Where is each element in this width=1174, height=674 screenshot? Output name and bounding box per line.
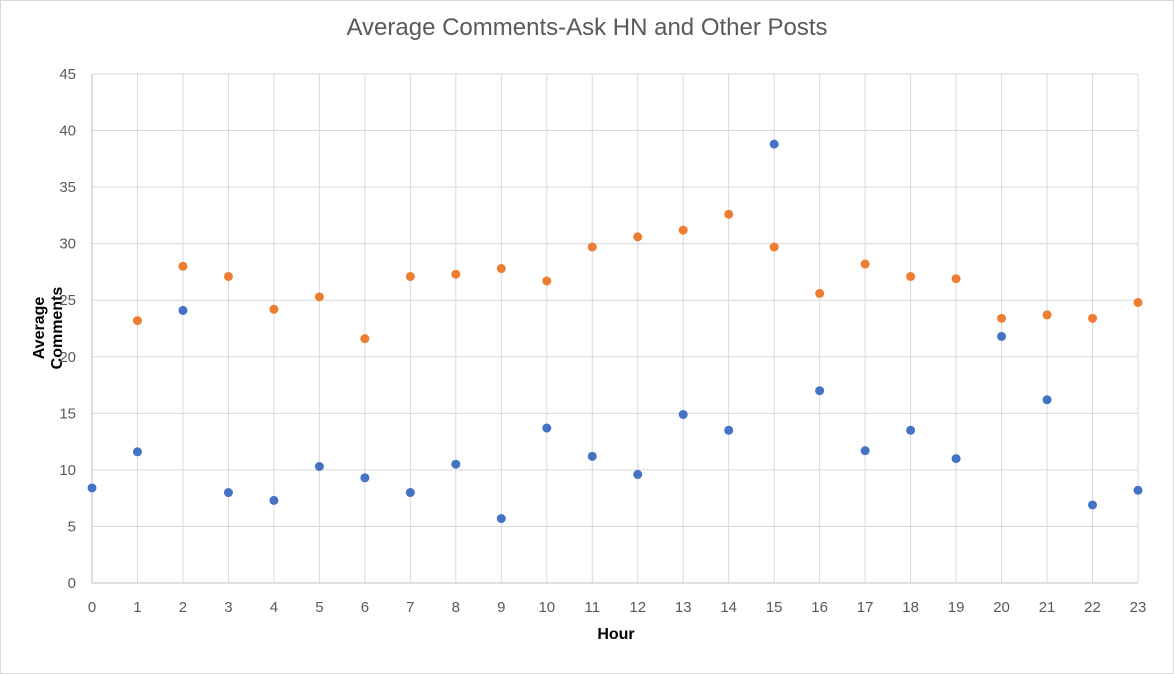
series-1-point: [542, 423, 552, 433]
series-1-point: [587, 451, 597, 461]
series-2-point: [1088, 313, 1098, 323]
series-1-point: [678, 409, 688, 419]
series-2-point: [587, 242, 597, 252]
series-2-point: [633, 232, 643, 242]
series-2-point: [405, 271, 415, 281]
x-tick-label: 2: [179, 599, 187, 616]
y-tick-label: 25: [59, 292, 76, 309]
series-2-point: [769, 242, 779, 252]
x-tick-label: 14: [720, 599, 737, 616]
series-2-point: [1042, 310, 1052, 320]
y-tick-label: 15: [59, 405, 76, 422]
series-2-point: [451, 269, 461, 279]
series-1-point: [951, 454, 961, 464]
x-tick-label: 13: [675, 599, 692, 616]
chart-title: Average Comments-Ask HN and Other Posts: [346, 14, 828, 41]
x-tick-label: 20: [993, 599, 1010, 616]
x-tick-label: 6: [361, 599, 369, 616]
y-tick-label: 10: [59, 462, 76, 479]
series-2-point: [542, 276, 552, 286]
series-2-point: [678, 225, 688, 235]
y-tick-label: 40: [59, 123, 76, 140]
series-2-point: [314, 292, 324, 302]
series-2-point: [132, 316, 142, 326]
x-tick-label: 4: [270, 599, 278, 616]
series-1-point: [906, 425, 916, 435]
series-1-point: [87, 483, 97, 493]
x-tick-label: 1: [133, 599, 141, 616]
y-tick-label: 30: [59, 236, 76, 253]
series-1-point: [132, 447, 142, 457]
x-tick-label: 10: [538, 599, 555, 616]
series-2-point: [906, 271, 916, 281]
x-tick-label: 12: [629, 599, 646, 616]
series-1-point: [314, 461, 324, 471]
series-2-point: [360, 334, 370, 344]
x-tick-label: 11: [584, 599, 600, 616]
series-1-point: [269, 495, 279, 505]
y-tick-label: 0: [68, 575, 76, 592]
x-tick-label: 9: [497, 599, 505, 616]
x-tick-label: 22: [1084, 599, 1101, 616]
x-tick-label: 7: [406, 599, 414, 616]
series-1-point: [633, 469, 643, 479]
series-1-point: [860, 446, 870, 456]
series-1-point: [1088, 500, 1098, 510]
x-tick-label: 17: [857, 599, 874, 616]
series-1-point: [997, 331, 1007, 341]
x-tick-label: 23: [1130, 599, 1147, 616]
series-1-point: [1042, 395, 1052, 405]
series-2-point: [269, 304, 279, 314]
x-tick-label: 19: [948, 599, 965, 616]
y-tick-label: 45: [59, 66, 76, 83]
series-2-point: [496, 264, 506, 274]
series-2-point: [178, 261, 188, 271]
series-1-point: [815, 386, 825, 396]
x-axis-label: Hour: [597, 626, 635, 643]
series-2-point: [951, 274, 961, 284]
x-tick-label: 5: [315, 599, 323, 616]
x-tick-label: 16: [811, 599, 828, 616]
series-2-point: [815, 288, 825, 298]
series-1-point: [451, 459, 461, 469]
y-tick-label: 20: [59, 349, 76, 366]
x-tick-label: 18: [902, 599, 919, 616]
series-2-point: [724, 209, 734, 219]
series-2-point: [1133, 297, 1143, 307]
y-tick-label: 5: [68, 518, 76, 535]
series-1-point: [405, 488, 415, 498]
x-tick-label: 21: [1039, 599, 1056, 616]
series-1-point: [223, 488, 233, 498]
y-tick-label: 35: [59, 179, 76, 196]
series-1-point: [178, 305, 188, 315]
x-tick-label: 15: [766, 599, 783, 616]
series-1-point: [1133, 485, 1143, 495]
x-tick-label: 3: [224, 599, 232, 616]
x-tick-label: 8: [452, 599, 460, 616]
series-2-point: [997, 313, 1007, 323]
series-1-point: [496, 514, 506, 524]
series-1-point: [724, 425, 734, 435]
series-1-point: [360, 473, 370, 483]
series-2-point: [223, 271, 233, 281]
series-1-point: [769, 139, 779, 149]
x-tick-label: 0: [88, 599, 96, 616]
series-2-point: [860, 259, 870, 269]
